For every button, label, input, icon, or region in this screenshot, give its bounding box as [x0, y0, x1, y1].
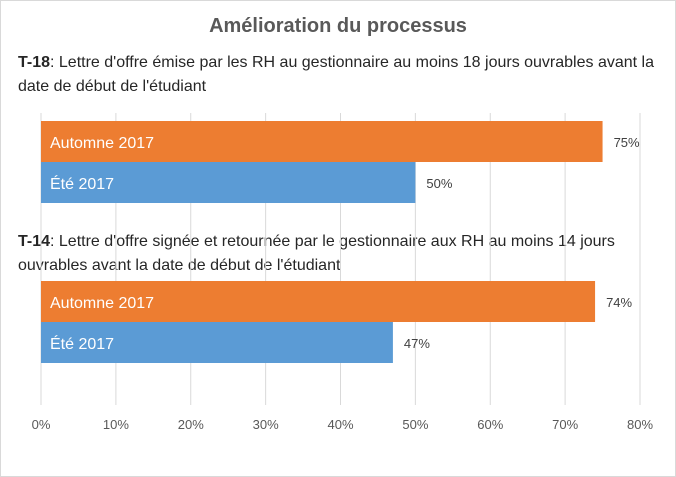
- bar-category-label: Automne 2017: [50, 295, 154, 312]
- x-tick-label: 40%: [327, 417, 353, 432]
- group-code: T-18: [18, 54, 51, 71]
- data-label: 74%: [606, 295, 632, 310]
- data-label: 50%: [426, 176, 452, 191]
- data-label: 47%: [404, 336, 430, 351]
- bar-category-label: Été 2017: [50, 334, 114, 353]
- data-label: 75%: [614, 135, 640, 150]
- bar: [41, 322, 393, 363]
- x-tick-label: 70%: [552, 417, 578, 432]
- group-description: : Lettre d'offre émise par les RH au ges…: [18, 54, 654, 95]
- x-tick-label: 50%: [402, 417, 428, 432]
- x-tick-label: 80%: [627, 417, 653, 432]
- x-tick-label: 0%: [32, 417, 51, 432]
- x-tick-label: 60%: [477, 417, 503, 432]
- x-tick-label: 10%: [103, 417, 129, 432]
- group-heading-t18: T-18: Lettre d'offre émise par les RH au…: [18, 51, 658, 99]
- x-tick-label: 30%: [253, 417, 279, 432]
- bar-category-label: Été 2017: [50, 174, 114, 193]
- bar: [41, 281, 596, 322]
- group-code: T-14: [18, 233, 51, 250]
- bar: [41, 162, 416, 203]
- bar-category-label: Automne 2017: [50, 135, 154, 152]
- x-tick-label: 20%: [178, 417, 204, 432]
- bar: [41, 121, 603, 162]
- chart-title: Amélioration du processus: [209, 15, 467, 37]
